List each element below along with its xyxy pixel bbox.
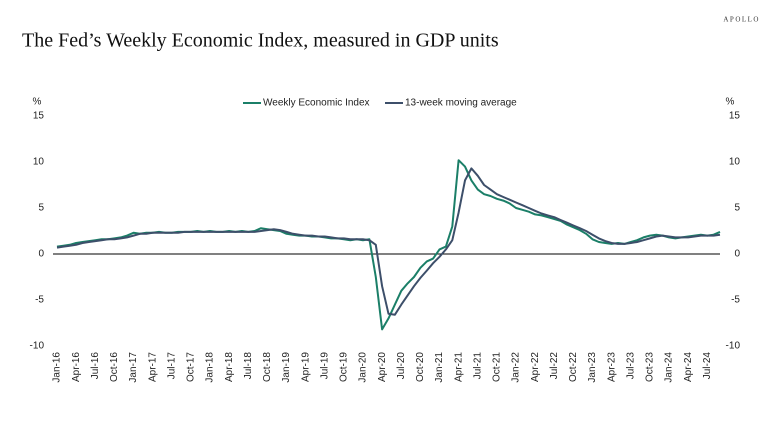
x-tick-label: Oct-18 (262, 352, 273, 382)
y-tick-label: 0 (38, 249, 44, 260)
x-tick-label: Apr-24 (683, 352, 694, 382)
x-tick-label: Jul-20 (396, 352, 407, 380)
y-tick-label: 10 (33, 157, 45, 168)
x-tick-label: Oct-23 (645, 352, 656, 382)
x-tick-label: Jul-17 (166, 352, 177, 380)
x-tick-label: Oct-17 (186, 352, 197, 382)
chart-title: The Fed’s Weekly Economic Index, measure… (22, 30, 499, 52)
series-line (56, 167, 721, 316)
y-tick-label: 5 (38, 203, 44, 214)
x-tick-label: Oct-19 (339, 352, 350, 382)
y-tick-label: 15 (33, 111, 45, 122)
x-tick-label: Jan-23 (587, 352, 598, 383)
x-tick-label: Jan-21 (434, 352, 445, 383)
y-axis-label: % (33, 97, 42, 108)
y2-axis-label: % (726, 97, 735, 108)
x-tick-label: Jan-24 (664, 352, 675, 383)
x-tick-label: Apr-21 (453, 352, 464, 382)
x-tick-label: Jan-20 (358, 352, 369, 383)
x-tick-label: Jul-19 (319, 352, 330, 380)
x-tick-label: Jan-19 (281, 352, 292, 383)
x-tick-label: Jan-17 (128, 352, 139, 383)
y-tick-label: -5 (35, 295, 44, 306)
x-tick-label: Oct-21 (492, 352, 503, 382)
x-tick-label: Oct-20 (415, 352, 426, 382)
x-tick-label: Apr-18 (224, 352, 235, 382)
x-tick-label: Jan-16 (52, 352, 63, 383)
x-tick-label: Jul-16 (90, 352, 101, 380)
x-tick-label: Jan-22 (511, 352, 522, 383)
legend-label: 13-week moving average (405, 98, 517, 109)
x-tick-label: Apr-23 (606, 352, 617, 382)
x-tick-label: Apr-22 (530, 352, 541, 382)
y2-tick-label: 0 (734, 249, 740, 260)
x-tick-label: Apr-19 (300, 352, 311, 382)
x-tick-label: Oct-22 (568, 352, 579, 382)
x-tick-label: Apr-16 (71, 352, 82, 382)
x-tick-label: Jul-22 (549, 352, 560, 380)
y2-tick-label: -10 (726, 341, 741, 352)
x-tick-label: Apr-20 (377, 352, 388, 382)
y2-tick-label: 10 (729, 157, 741, 168)
x-tick-label: Jul-21 (472, 352, 483, 380)
x-tick-label: Apr-17 (147, 352, 158, 382)
y2-tick-label: 5 (734, 203, 740, 214)
brand: APOLLO (723, 16, 760, 24)
x-tick-label: Jul-18 (243, 352, 254, 380)
x-tick-label: Jan-18 (205, 352, 216, 383)
x-tick-label: Jul-23 (625, 352, 636, 380)
legend-label: Weekly Economic Index (263, 98, 370, 109)
x-tick-label: Oct-16 (109, 352, 120, 382)
y-tick-label: -10 (30, 341, 45, 352)
x-tick-label: Jul-24 (702, 352, 713, 380)
y2-tick-label: -5 (731, 295, 740, 306)
y2-tick-label: 15 (729, 111, 741, 122)
